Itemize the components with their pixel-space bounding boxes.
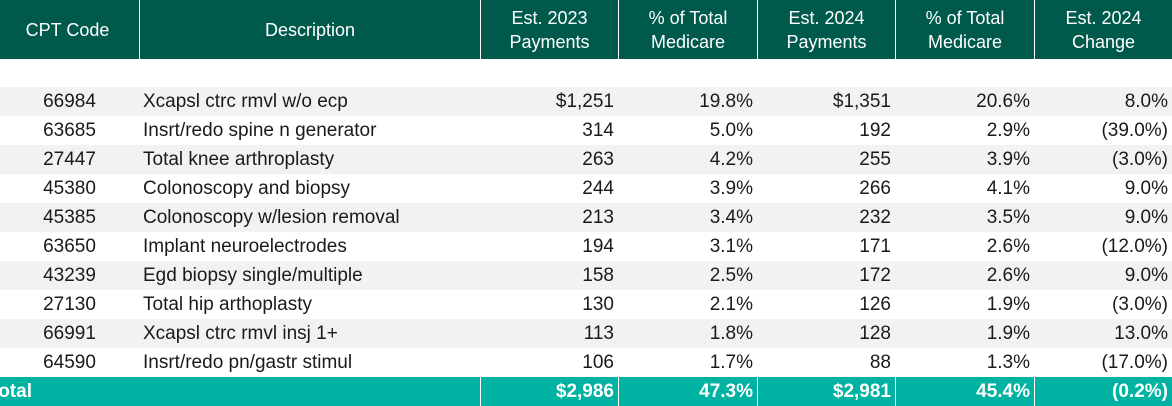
- cell-est-2024-payments: $1,351: [832, 91, 891, 112]
- cell-pct-2023: 2.1%: [709, 294, 753, 315]
- table-row: 27447 Total knee arthroplasty 263 4.2% 255 3.…: [0, 145, 1172, 174]
- cell-description: Implant neuroelectrodes: [143, 236, 347, 257]
- cell-description: Egd biopsy single/multiple: [143, 265, 363, 286]
- header-est-2024-change: Est. 2024 Change: [1034, 0, 1172, 59]
- cell-change: 9.0%: [1124, 178, 1168, 199]
- cell-pct-2023: 19.8%: [699, 91, 753, 112]
- total-row: Total $2,986 47.3% $2,981 45.4% (0.2%): [0, 377, 1172, 406]
- header-est-2023-payments: Est. 2023 Payments: [480, 0, 618, 59]
- cell-est-2023-payments: 113: [583, 323, 614, 344]
- cell-est-2023-payments: 130: [582, 294, 614, 315]
- table-row: 27130 Total hip arthoplasty 130 2.1% 126 1.9%…: [0, 290, 1172, 319]
- cell-est-2024-payments: 232: [859, 207, 891, 228]
- table-row: 66991 Xcapsl ctrc rmvl insj 1+ 113 1.8% 128 1…: [0, 319, 1172, 348]
- header-pct-total-medicare-2024: % of Total Medicare: [895, 0, 1034, 59]
- cell-pct-2024: 3.5%: [986, 207, 1030, 228]
- cell-cpt-code: 63685: [43, 120, 96, 141]
- header-cpt-code: CPT Code: [25, 19, 110, 40]
- table-row: 63650 Implant neuroelectrodes 194 3.1% 171 2.…: [0, 232, 1172, 261]
- cell-change: (17.0%): [1101, 352, 1168, 373]
- table-row: 63685 Insrt/redo spine n generator 314 5.0%…: [0, 116, 1172, 145]
- table-row: 43239 Egd biopsy single/multiple 158 2.5% 17…: [0, 261, 1172, 290]
- total-label: Total: [0, 381, 32, 402]
- table-body: 66984 Xcapsl ctrc rmvl w/o ecp $1,251 19.8%…: [0, 87, 1172, 377]
- cell-description: Xcapsl ctrc rmvl w/o ecp: [143, 91, 348, 112]
- cell-est-2023-payments: 314: [582, 120, 614, 141]
- cell-est-2024-payments: 171: [859, 236, 891, 257]
- cell-cpt-code: 27130: [43, 294, 96, 315]
- cell-est-2023-payments: 158: [582, 265, 614, 286]
- cell-change: 9.0%: [1124, 207, 1168, 228]
- cell-pct-2024: 4.1%: [986, 178, 1030, 199]
- cell-cpt-code: 27447: [43, 149, 96, 170]
- cell-pct-2023: 1.7%: [709, 352, 753, 373]
- cell-cpt-code: 63650: [43, 236, 96, 257]
- cell-pct-2023: 4.2%: [709, 149, 753, 170]
- cell-pct-2023: 3.9%: [709, 178, 753, 199]
- cell-change: (3.0%): [1112, 149, 1168, 170]
- cell-pct-2023: 3.4%: [709, 207, 753, 228]
- table-row: 66984 Xcapsl ctrc rmvl w/o ecp $1,251 19.8%…: [0, 87, 1172, 116]
- cell-pct-2024: 2.6%: [986, 236, 1030, 257]
- total-pct-2024: 45.4%: [895, 377, 1034, 406]
- cell-est-2024-payments: 266: [859, 178, 891, 199]
- header-est-2024-payments: Est. 2024 Payments: [757, 0, 895, 59]
- cell-pct-2024: 1.9%: [986, 323, 1030, 344]
- cell-description: Total hip arthoplasty: [143, 294, 312, 315]
- cell-change: 13.0%: [1114, 323, 1168, 344]
- cell-est-2024-payments: 255: [859, 149, 891, 170]
- cell-est-2024-payments: 192: [859, 120, 891, 141]
- cell-est-2023-payments: 213: [582, 207, 614, 228]
- cell-description: Insrt/redo pn/gastr stimul: [143, 352, 353, 373]
- cell-cpt-code: 45385: [43, 207, 96, 228]
- cell-cpt-code: 64590: [43, 352, 96, 373]
- cell-est-2024-payments: 88: [869, 352, 891, 373]
- total-pct-2023: 47.3%: [618, 377, 757, 406]
- cell-pct-2023: 3.1%: [709, 236, 753, 257]
- cell-est-2023-payments: 106: [582, 352, 614, 373]
- cell-description: Xcapsl ctrc rmvl insj 1+: [143, 323, 338, 344]
- cell-cpt-code: 66991: [43, 323, 96, 344]
- cell-pct-2024: 2.6%: [986, 265, 1030, 286]
- total-est-2024-payments: $2,981: [757, 377, 895, 406]
- cell-est-2024-payments: 128: [859, 323, 891, 344]
- cell-change: (3.0%): [1112, 294, 1168, 315]
- cell-pct-2024: 20.6%: [976, 91, 1030, 112]
- cell-description: Insrt/redo spine n generator: [143, 120, 377, 141]
- cell-pct-2023: 1.8%: [709, 323, 753, 344]
- cell-pct-2024: 3.9%: [986, 149, 1030, 170]
- cell-change: (12.0%): [1101, 236, 1168, 257]
- total-est-2023-payments: $2,986: [480, 377, 618, 406]
- cell-cpt-code: 66984: [43, 91, 96, 112]
- cell-change: 9.0%: [1124, 265, 1168, 286]
- cell-description: Colonoscopy and biopsy: [143, 178, 351, 199]
- cell-cpt-code: 45380: [43, 178, 96, 199]
- cell-cpt-code: 43239: [43, 265, 96, 286]
- cell-change: 8.0%: [1124, 91, 1168, 112]
- cell-pct-2024: 2.9%: [986, 120, 1030, 141]
- total-change: (0.2%): [1034, 377, 1172, 406]
- cell-pct-2024: 1.9%: [986, 294, 1030, 315]
- cell-est-2024-payments: 126: [859, 294, 891, 315]
- cell-est-2024-payments: 172: [859, 265, 891, 286]
- total-description-blank: [139, 377, 480, 406]
- table-header-row: CPT Code Description Est. 2023 Payments …: [0, 0, 1172, 59]
- header-description: Description: [139, 0, 480, 59]
- cell-pct-2023: 5.0%: [709, 120, 753, 141]
- cell-est-2023-payments: 194: [582, 236, 614, 257]
- cell-description: Total knee arthroplasty: [143, 149, 335, 170]
- cell-est-2023-payments: 263: [582, 149, 614, 170]
- cell-est-2023-payments: 244: [582, 178, 614, 199]
- cell-est-2023-payments: $1,251: [555, 91, 614, 112]
- table-row: 45385 Colonoscopy w/lesion removal 213 3.4%…: [0, 203, 1172, 232]
- header-spacer: [0, 59, 1172, 87]
- cell-pct-2023: 2.5%: [709, 265, 753, 286]
- table-row: 64590 Insrt/redo pn/gastr stimul 106 1.7% 88…: [0, 348, 1172, 377]
- header-pct-total-medicare-2023: % of Total Medicare: [618, 0, 757, 59]
- cell-pct-2024: 1.3%: [986, 352, 1030, 373]
- table-row: 45380 Colonoscopy and biopsy 244 3.9% 266 4.1…: [0, 174, 1172, 203]
- cell-change: (39.0%): [1101, 120, 1168, 141]
- cell-description: Colonoscopy w/lesion removal: [143, 207, 400, 228]
